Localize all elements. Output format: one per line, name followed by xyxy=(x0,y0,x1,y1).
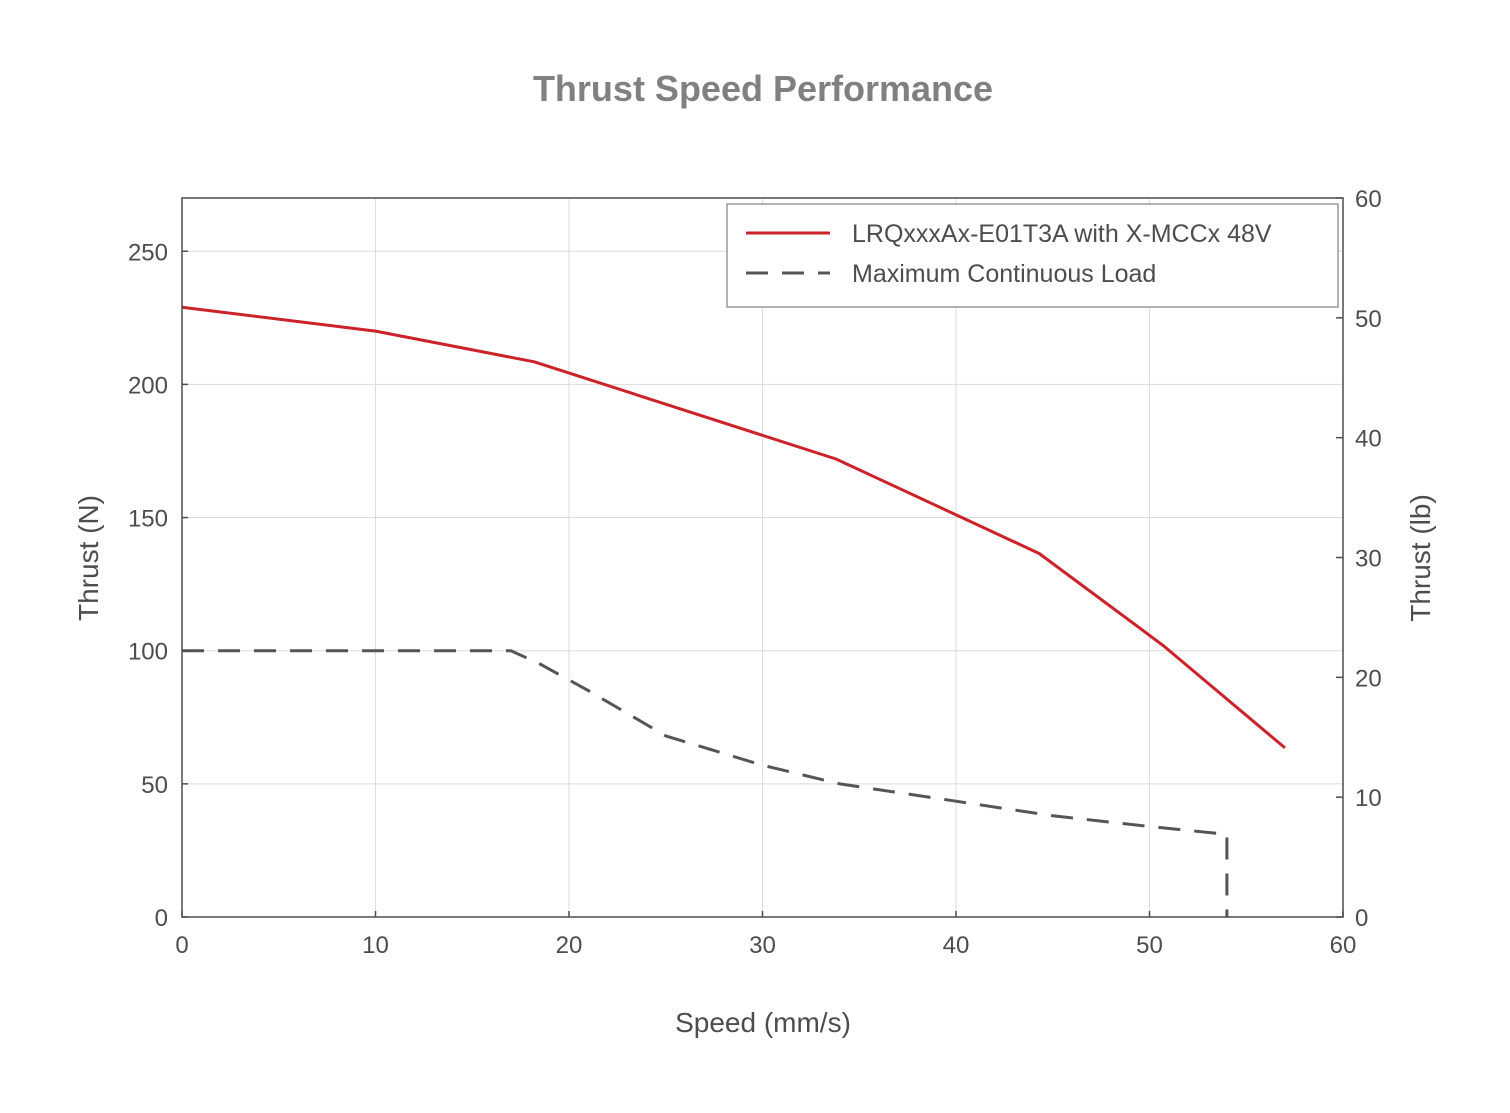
y2-tick-label: 0 xyxy=(1355,905,1368,932)
y-tick-label: 0 xyxy=(155,905,168,932)
x-axis-label: Speed (mm/s) xyxy=(675,1007,851,1038)
y2-tick-label: 10 xyxy=(1355,785,1382,812)
y-tick-label: 50 xyxy=(141,772,168,799)
series-group xyxy=(181,305,1286,917)
series-line-1 xyxy=(182,649,1229,917)
x-tick-label: 40 xyxy=(943,932,970,959)
x-tick-label: 10 xyxy=(362,932,389,959)
y-tick-label: 200 xyxy=(128,372,168,399)
y2-axis-label: Thrust (lb) xyxy=(1405,494,1436,622)
x-tick-label: 20 xyxy=(556,932,583,959)
legend-label-red: LRQxxxAx-E01T3A with X-MCCx 48V xyxy=(852,220,1272,248)
y2-tick-label: 40 xyxy=(1355,426,1382,453)
y-tick-label: 100 xyxy=(128,639,168,666)
y-axis-label: Thrust (N) xyxy=(73,495,104,621)
chart-title: Thrust Speed Performance xyxy=(533,68,993,109)
legend-label-dashed: Maximum Continuous Load xyxy=(852,260,1156,288)
legend-box xyxy=(726,203,1339,308)
x-tick-label: 0 xyxy=(175,932,188,959)
x-axis: 0 10 20 30 40 50 60 xyxy=(175,911,1356,959)
y2-tick-label: 20 xyxy=(1355,665,1382,692)
y-tick-label: 250 xyxy=(128,239,168,266)
y2-tick-label: 60 xyxy=(1355,186,1382,213)
y2-tick-label: 30 xyxy=(1355,546,1382,573)
x-tick-label: 60 xyxy=(1330,932,1357,959)
series-line-0 xyxy=(181,305,1286,750)
y-axis-left: 0 50 100 150 200 250 xyxy=(128,239,188,932)
x-tick-label: 30 xyxy=(749,932,776,959)
x-tick-label: 50 xyxy=(1136,932,1163,959)
y-tick-label: 150 xyxy=(128,506,168,533)
y-axis-right: 0 10 20 30 40 50 60 xyxy=(1336,186,1382,932)
y2-tick-label: 50 xyxy=(1355,306,1382,333)
legend: LRQxxxAx-E01T3A with X-MCCx 48V Maximum … xyxy=(726,203,1339,308)
